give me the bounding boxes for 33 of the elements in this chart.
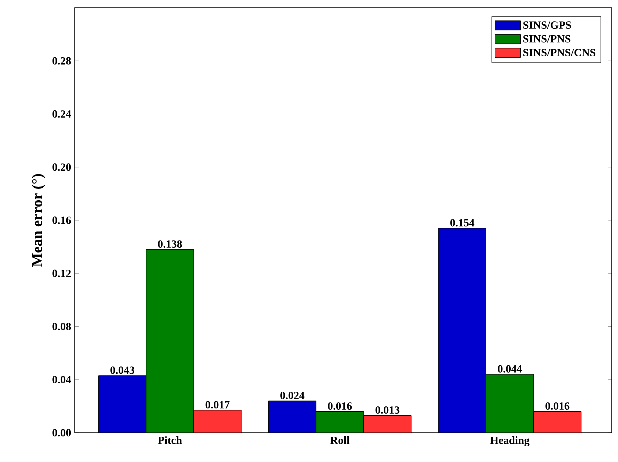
data-label: 0.154 [450, 219, 475, 227]
y-tick-label: 0.28 [52, 57, 72, 65]
legend-label: SINS/PNS/CNS [524, 49, 596, 57]
data-label: 0.138 [158, 240, 182, 248]
bar [438, 228, 486, 433]
bar [534, 412, 582, 433]
bar [194, 410, 242, 433]
y-tick-label: 0.08 [52, 323, 72, 330]
data-label: 0.016 [328, 402, 352, 410]
y-tick-label: 0.16 [52, 216, 72, 224]
y-tick-label: 0.20 [52, 164, 72, 172]
y-tick-label: 0.00 [52, 429, 72, 437]
x-tick-label: Roll [330, 436, 350, 444]
y-tick-label: 0.24 [52, 110, 72, 118]
legend-label: SINS/PNS [524, 35, 571, 43]
legend-label: SINS/GPS [524, 22, 572, 30]
y-tick-label: 0.12 [52, 270, 71, 278]
bar [146, 250, 194, 433]
bar [364, 416, 412, 433]
x-tick-label: Pitch [158, 436, 182, 444]
bar [98, 376, 146, 433]
data-label: 0.024 [280, 392, 305, 400]
data-label: 0.013 [376, 406, 400, 414]
bar [486, 374, 534, 433]
bar [316, 412, 364, 433]
data-label: 0.043 [110, 366, 135, 374]
y-tick-label: 0.04 [52, 376, 72, 384]
y-axis-title: Mean error (°) [32, 174, 46, 268]
x-tick-label: Heading [490, 436, 530, 447]
data-label: 0.016 [546, 402, 570, 410]
bar [268, 401, 316, 433]
data-label: 0.017 [206, 401, 230, 409]
data-label: 0.044 [498, 365, 522, 373]
